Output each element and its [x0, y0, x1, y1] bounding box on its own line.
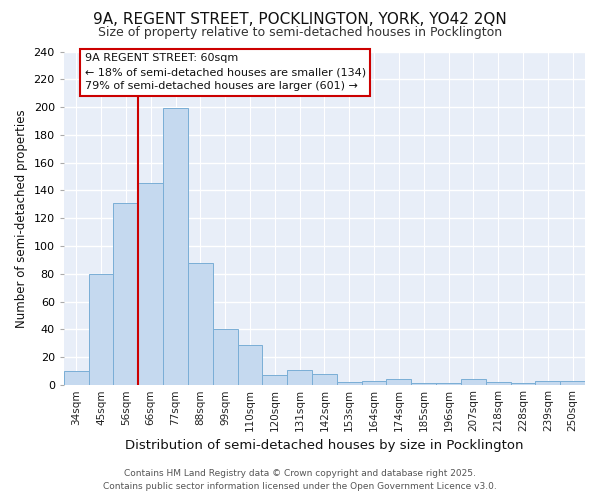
Bar — [411, 384, 436, 385]
Bar — [362, 380, 386, 385]
Bar — [213, 330, 238, 385]
Bar — [262, 375, 287, 385]
Text: Size of property relative to semi-detached houses in Pocklington: Size of property relative to semi-detach… — [98, 26, 502, 39]
Bar — [511, 384, 535, 385]
Bar — [337, 382, 362, 385]
Bar — [535, 380, 560, 385]
Bar — [188, 262, 213, 385]
X-axis label: Distribution of semi-detached houses by size in Pocklington: Distribution of semi-detached houses by … — [125, 440, 524, 452]
Bar — [238, 344, 262, 385]
Bar — [436, 384, 461, 385]
Bar — [89, 274, 113, 385]
Y-axis label: Number of semi-detached properties: Number of semi-detached properties — [15, 109, 28, 328]
Text: 9A REGENT STREET: 60sqm
← 18% of semi-detached houses are smaller (134)
79% of s: 9A REGENT STREET: 60sqm ← 18% of semi-de… — [85, 53, 366, 91]
Bar — [163, 108, 188, 385]
Bar — [113, 203, 138, 385]
Text: 9A, REGENT STREET, POCKLINGTON, YORK, YO42 2QN: 9A, REGENT STREET, POCKLINGTON, YORK, YO… — [93, 12, 507, 28]
Bar — [312, 374, 337, 385]
Bar — [64, 371, 89, 385]
Bar — [386, 380, 411, 385]
Bar — [461, 380, 486, 385]
Text: Contains HM Land Registry data © Crown copyright and database right 2025.
Contai: Contains HM Land Registry data © Crown c… — [103, 470, 497, 491]
Bar — [560, 380, 585, 385]
Bar — [287, 370, 312, 385]
Bar — [486, 382, 511, 385]
Bar — [138, 184, 163, 385]
